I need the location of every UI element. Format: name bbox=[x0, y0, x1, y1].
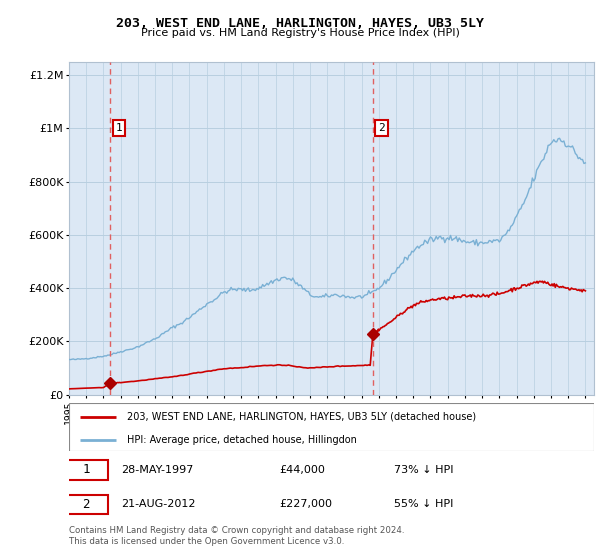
Text: 203, WEST END LANE, HARLINGTON, HAYES, UB3 5LY: 203, WEST END LANE, HARLINGTON, HAYES, U… bbox=[116, 17, 484, 30]
Text: HPI: Average price, detached house, Hillingdon: HPI: Average price, detached house, Hill… bbox=[127, 435, 356, 445]
FancyBboxPatch shape bbox=[64, 494, 109, 514]
Text: £44,000: £44,000 bbox=[279, 465, 325, 475]
Text: 2: 2 bbox=[83, 498, 90, 511]
Text: 2: 2 bbox=[378, 123, 385, 133]
Text: 21-AUG-2012: 21-AUG-2012 bbox=[121, 500, 196, 510]
Text: Price paid vs. HM Land Registry's House Price Index (HPI): Price paid vs. HM Land Registry's House … bbox=[140, 28, 460, 38]
Text: 28-MAY-1997: 28-MAY-1997 bbox=[121, 465, 194, 475]
Text: 1: 1 bbox=[115, 123, 122, 133]
FancyBboxPatch shape bbox=[64, 460, 109, 480]
FancyBboxPatch shape bbox=[69, 403, 594, 451]
Text: 203, WEST END LANE, HARLINGTON, HAYES, UB3 5LY (detached house): 203, WEST END LANE, HARLINGTON, HAYES, U… bbox=[127, 412, 476, 422]
Text: £227,000: £227,000 bbox=[279, 500, 332, 510]
Text: 1: 1 bbox=[83, 464, 90, 477]
Text: Contains HM Land Registry data © Crown copyright and database right 2024.
This d: Contains HM Land Registry data © Crown c… bbox=[69, 526, 404, 546]
Text: 55% ↓ HPI: 55% ↓ HPI bbox=[395, 500, 454, 510]
Text: 73% ↓ HPI: 73% ↓ HPI bbox=[395, 465, 454, 475]
